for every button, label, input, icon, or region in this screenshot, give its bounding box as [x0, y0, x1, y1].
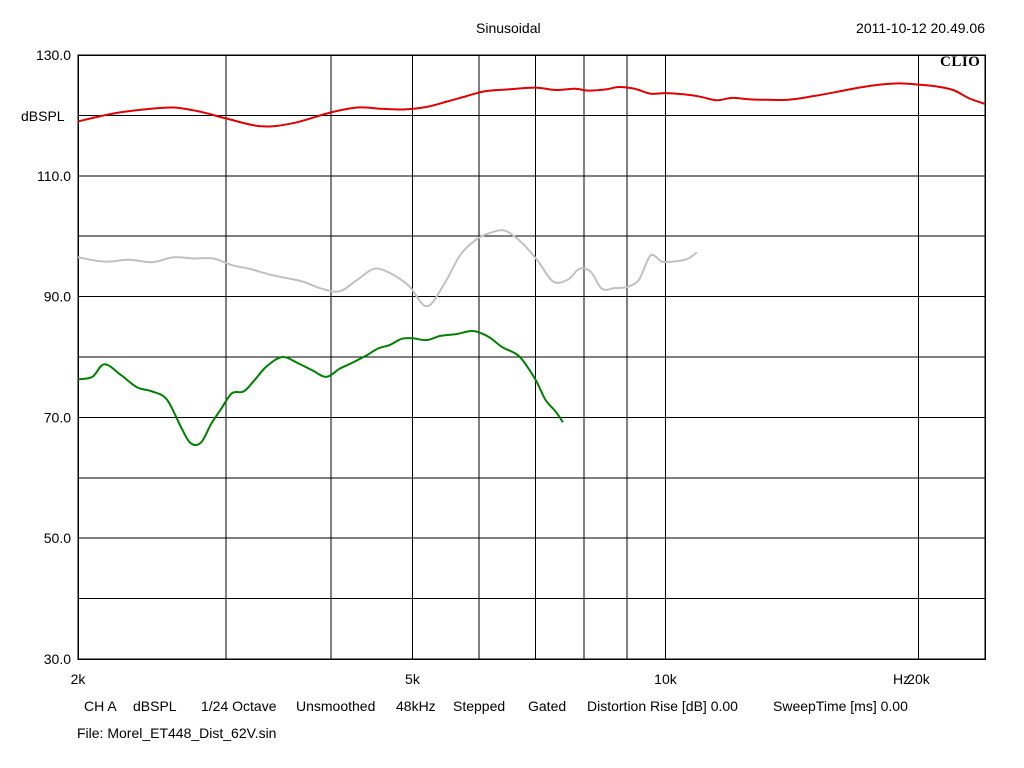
series-h3-line [77, 229, 698, 308]
y-tick-label: 30.0 [44, 651, 71, 667]
footer-distortion-rise: Distortion Rise [dB] 0.00 [587, 698, 738, 714]
y-axis-label: dBSPL [21, 108, 65, 124]
y-tick-label: 90.0 [44, 289, 71, 305]
footer-sample-rate: 48kHz [396, 698, 436, 714]
chart-title: Sinusoidal [476, 20, 541, 36]
series-fundamental-line [77, 82, 986, 128]
footer-mode: Stepped [453, 698, 506, 714]
clio-logo: CLIO [940, 54, 981, 70]
timestamp: 2011-10-12 20.49.06 [856, 20, 985, 36]
y-tick-label: 130.0 [36, 47, 71, 63]
chart-tick-labels: 130.0 110.0 90.0 70.0 50.0 30.02k 5k 10k 20k [36, 47, 931, 687]
footer-resolution: 1/24 Octave [201, 698, 277, 714]
plot-frame [77, 54, 986, 660]
chart-grid [77, 54, 986, 660]
x-axis-unit-label: Hz [893, 671, 911, 687]
footer-file: File: Morel_ET448_Dist_62V.sin [77, 725, 277, 741]
x-tick-label: 10k [654, 671, 678, 687]
chart-series [77, 82, 986, 446]
footer-smoothing: Unsmoothed [296, 698, 376, 714]
footer-units: dBSPL [133, 698, 177, 714]
footer-sweep-time: SweepTime [ms] 0.00 [773, 698, 908, 714]
x-tick-label: 2k [71, 671, 87, 687]
x-tick-label: 5k [405, 671, 421, 687]
series-h2-line [77, 329, 564, 446]
y-tick-label: 50.0 [44, 530, 71, 546]
footer-gating: Gated [528, 698, 567, 714]
y-tick-label: 70.0 [44, 409, 71, 425]
y-tick-label: 110.0 [37, 168, 71, 184]
x-tick-label: 20k [907, 671, 931, 687]
footer-channel: CH A [84, 698, 117, 714]
